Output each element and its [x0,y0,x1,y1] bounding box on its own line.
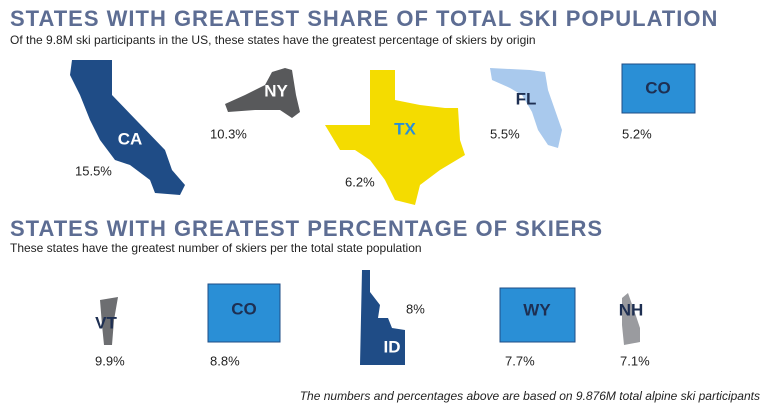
state-shape [100,297,118,345]
state-shape [360,270,405,365]
state-shape [490,68,562,148]
state-value: 8.8% [210,353,240,368]
state-value: 10.3% [210,126,247,141]
state-value: 7.7% [505,353,535,368]
state-value: 15.5% [75,163,112,178]
state-label: VT [95,313,117,332]
state-label: ID [384,337,401,356]
state-label: CA [118,129,143,148]
state-label: FL [516,89,537,108]
state-label: NH [619,300,644,319]
state-label: NY [264,81,288,100]
section-subtitle: Of the 9.8M ski participants in the US, … [10,33,536,47]
section-title: STATES WITH GREATEST PERCENTAGE OF SKIER… [10,216,603,241]
state-value: 7.1% [620,353,650,368]
state-shape [325,70,465,205]
state-value: 9.9% [95,353,125,368]
section-title: STATES WITH GREATEST SHARE OF TOTAL SKI … [10,6,718,31]
state-shape [622,293,640,345]
state-value: 5.2% [622,126,652,141]
state-shape [207,283,281,343]
state-shape [621,63,696,114]
state-label: CO [231,299,257,318]
state-label: TX [394,119,416,138]
state-label: WY [523,300,551,319]
state-value: 5.5% [490,126,520,141]
state-value: 6.2% [345,174,375,189]
state-shape [225,68,300,118]
state-shape [499,287,576,343]
state-value: 8% [406,301,425,316]
state-label: CO [645,78,671,97]
footnote: The numbers and percentages above are ba… [300,389,760,403]
state-shape [70,60,185,195]
section-subtitle: These states have the greatest number of… [10,241,422,255]
